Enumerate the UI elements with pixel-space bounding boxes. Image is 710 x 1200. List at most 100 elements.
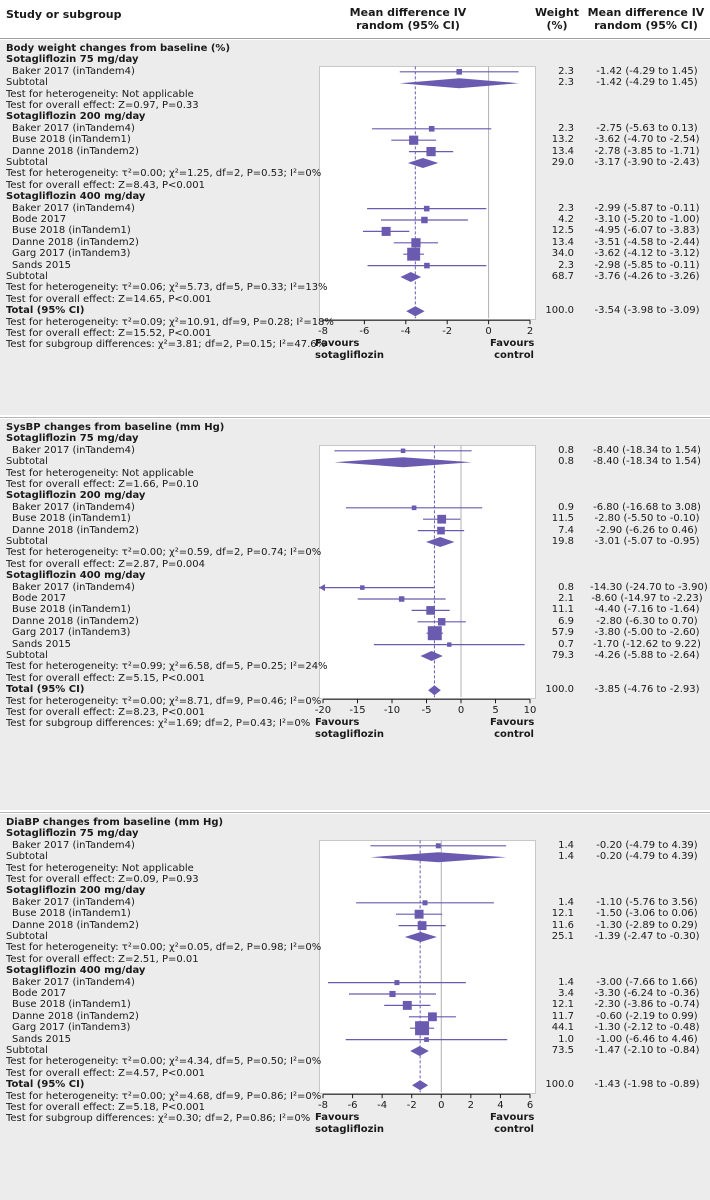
test-statistic-text: Test for overall effect: Z=8.43, P<0.001 xyxy=(6,179,206,191)
weight-value: 34.0 xyxy=(551,248,574,260)
x-axis-tick-label: -6 xyxy=(359,326,369,337)
weight-value: 12.1 xyxy=(551,999,574,1011)
effect-ci-value: -6.80 (-16.68 to 3.08) xyxy=(593,501,701,513)
weight-value: 11.5 xyxy=(551,513,574,525)
study-effect-square xyxy=(409,135,419,145)
subgroup-title: Sotagliflozin 400 mg/day xyxy=(6,965,146,977)
effect-ci-value: -8.60 (-14.97 to -2.23) xyxy=(591,593,703,604)
effect-ci-value: -2.99 (-5.87 to -0.11) xyxy=(594,202,700,214)
effect-ci-value: -1.50 (-3.06 to 0.06) xyxy=(596,908,698,920)
weight-value: 44.1 xyxy=(551,1022,574,1034)
section-title: DiaBP changes from baseline (mm Hg) xyxy=(6,817,224,828)
test-statistic-text: Test for overall effect: Z=1.66, P=0.10 xyxy=(6,479,199,490)
weight-value: 1.0 xyxy=(558,1033,574,1045)
ci-column-header: Mean difference IV random (95% CI) xyxy=(587,6,705,32)
test-statistic-text: Test for heterogeneity: τ²=0.00; χ²=0.59… xyxy=(6,547,322,559)
subtotal-label: Subtotal xyxy=(6,271,48,282)
effect-ci-value: -1.10 (-5.76 to 3.56) xyxy=(596,896,698,908)
weight-value: 11.1 xyxy=(551,604,574,616)
subtotal-label: Subtotal xyxy=(6,536,48,547)
weight-value: 2.3 xyxy=(558,122,574,134)
weight-value: 13.4 xyxy=(551,236,574,248)
study-name: Baker 2017 (inTandem4) xyxy=(12,501,135,513)
favours-control-label: Favours control xyxy=(490,338,535,362)
study-name: Baker 2017 (inTandem4) xyxy=(12,839,135,851)
test-statistic-text: Test for overall effect: Z=8.23, P<0.001 xyxy=(6,707,206,718)
x-axis-tick-label: -4 xyxy=(377,1100,387,1111)
x-axis-tick-label: -10 xyxy=(384,705,400,716)
effect-ci-value: -3.00 (-7.66 to 1.66) xyxy=(596,976,698,988)
subtotal-label: Subtotal xyxy=(6,456,48,468)
effect-ci-value: -2.78 (-3.85 to -1.71) xyxy=(594,145,700,157)
study-effect-square xyxy=(398,596,405,602)
effect-ci-value: -4.26 (-5.88 to -2.64) xyxy=(594,650,700,661)
favours-treatment-label: Favours sotagliflozin xyxy=(315,338,385,362)
study-name: Sands 2015 xyxy=(12,1033,71,1045)
effect-ci-value: -2.98 (-5.85 to -0.11) xyxy=(594,259,700,271)
x-axis-tick-label: -4 xyxy=(401,326,411,337)
x-axis-tick-label: 2 xyxy=(468,1100,474,1111)
test-statistic-text: Test for overall effect: Z=2.87, P=0.004 xyxy=(6,558,206,570)
subtotal-label: Subtotal xyxy=(6,157,48,168)
study-effect-square xyxy=(400,448,406,454)
weight-value: 0.9 xyxy=(558,501,574,513)
weight-value: 1.4 xyxy=(558,839,574,851)
test-statistic-text: Test for heterogeneity: Not applicable xyxy=(6,862,194,874)
test-statistic-text: Test for heterogeneity: τ²=0.09; χ²=10.9… xyxy=(6,316,334,328)
weight-column-header: Weight (%) xyxy=(535,6,579,32)
subtotal-label: Subtotal xyxy=(6,77,48,89)
study-name: Buse 2018 (inTandem1) xyxy=(12,225,131,237)
total-effect-diamond xyxy=(428,685,441,696)
weight-value: 2.3 xyxy=(558,65,574,77)
subtotal-effect-diamond xyxy=(399,78,519,89)
study-effect-square xyxy=(415,1021,430,1036)
test-statistic-text: Test for overall effect: Z=15.52, P<0.00… xyxy=(6,328,212,339)
study-effect-square xyxy=(421,216,428,224)
weight-value: 4.2 xyxy=(558,214,574,225)
mean-difference-column-header: Mean difference IV random (95% CI) xyxy=(349,6,467,32)
study-effect-square xyxy=(428,1012,437,1022)
effect-ci-value: -2.75 (-5.63 to 0.13) xyxy=(596,122,698,134)
weight-value: 11.6 xyxy=(551,919,574,931)
study-effect-square xyxy=(437,618,446,626)
weight-value: 2.1 xyxy=(558,593,574,604)
effect-ci-value: -2.30 (-3.86 to -0.74) xyxy=(594,999,700,1011)
total-label: Total (95% CI) xyxy=(6,684,85,696)
effect-ci-value: -1.30 (-2.12 to -0.48) xyxy=(594,1022,700,1034)
test-statistic-text: Test for subgroup differences: χ²=0.30; … xyxy=(6,1113,311,1125)
weight-value: 13.2 xyxy=(551,134,574,146)
study-name: Buse 2018 (inTandem1) xyxy=(12,513,131,525)
study-name: Garg 2017 (inTandem3) xyxy=(12,248,131,260)
ci-truncated-arrow xyxy=(319,584,325,592)
effect-ci-value: -1.42 (-4.29 to 1.45) xyxy=(596,77,698,89)
effect-ci-value: -0.60 (-2.19 to 0.99) xyxy=(596,1010,698,1022)
test-statistic-text: Test for heterogeneity: Not applicable xyxy=(6,88,194,100)
weight-value: 73.5 xyxy=(551,1045,574,1056)
test-statistic-text: Test for heterogeneity: τ²=0.06; χ²=5.73… xyxy=(6,282,328,294)
study-name: Garg 2017 (inTandem3) xyxy=(12,627,131,639)
effect-ci-value: -3.85 (-4.76 to -2.93) xyxy=(594,684,700,696)
effect-ci-value: -3.62 (-4.12 to -3.12) xyxy=(594,248,700,260)
x-axis-tick-label: 0 xyxy=(438,1100,444,1111)
x-axis-tick-label: -20 xyxy=(315,705,331,716)
section-title: SysBP changes from baseline (mm Hg) xyxy=(6,422,225,433)
effect-ci-value: -0.20 (-4.79 to 4.39) xyxy=(596,851,698,863)
test-statistic-text: Test for heterogeneity: τ²=0.99; χ²=6.58… xyxy=(6,661,328,673)
study-name: Buse 2018 (inTandem1) xyxy=(12,908,131,920)
study-name: Danne 2018 (inTandem2) xyxy=(12,145,139,157)
study-name: Baker 2017 (inTandem4) xyxy=(12,122,135,134)
subtotal-label: Subtotal xyxy=(6,650,48,661)
effect-ci-value: -3.76 (-4.26 to -3.26) xyxy=(594,271,700,282)
study-name: Danne 2018 (inTandem2) xyxy=(12,919,139,931)
effect-ci-value: -3.01 (-5.07 to -0.95) xyxy=(594,536,700,547)
weight-value: 3.4 xyxy=(558,988,574,999)
study-effect-square xyxy=(424,1037,429,1042)
effect-ci-value: -3.51 (-4.58 to -2.44) xyxy=(594,236,700,248)
x-axis-tick-label: -2 xyxy=(442,326,452,337)
weight-value: 1.4 xyxy=(558,851,574,863)
weight-value: 1.4 xyxy=(558,896,574,908)
x-axis-tick-label: -8 xyxy=(318,326,328,337)
subtotal-effect-diamond xyxy=(426,537,455,547)
study-name: Danne 2018 (inTandem2) xyxy=(12,615,139,627)
